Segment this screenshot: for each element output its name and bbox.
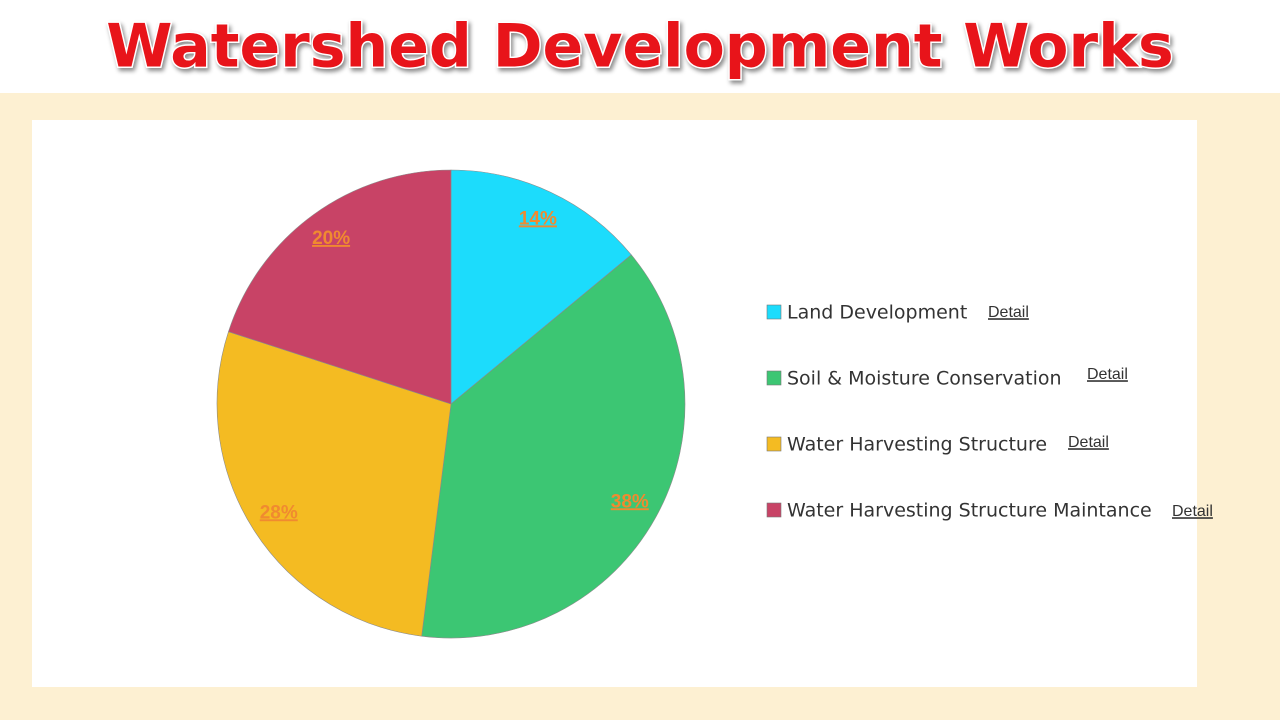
pie-slice <box>421 254 686 639</box>
legend-swatch <box>766 370 782 386</box>
header-band <box>0 0 1280 93</box>
value-label: 28% <box>260 502 298 523</box>
legend-label: Soil & Moisture Conservation <box>787 368 1062 390</box>
legend-swatch <box>766 304 782 320</box>
value-label: 20% <box>312 228 350 249</box>
plot: 14% 38% 28% 20% Land Development Detail Soil &… <box>216 169 1213 639</box>
legend-label: Land Development <box>787 302 967 324</box>
legend-label: Water Harvesting Structure Maintance <box>787 500 1152 522</box>
legend-swatch <box>766 502 782 518</box>
pie-slice <box>228 169 452 405</box>
value-label: 38% <box>611 491 649 512</box>
chart-title: Watershed Development Works <box>106 12 1173 82</box>
detail-link[interactable]: Detail <box>1068 434 1109 451</box>
detail-link[interactable]: Detail <box>1087 366 1128 383</box>
legend-swatch <box>766 436 782 452</box>
legend-label: Water Harvesting Structure <box>787 434 1047 456</box>
pie-slice <box>450 169 632 405</box>
pie-slice <box>216 331 452 637</box>
detail-link[interactable]: Detail <box>1172 503 1213 520</box>
detail-link[interactable]: Detail <box>988 304 1029 321</box>
value-label: 14% <box>519 208 557 229</box>
